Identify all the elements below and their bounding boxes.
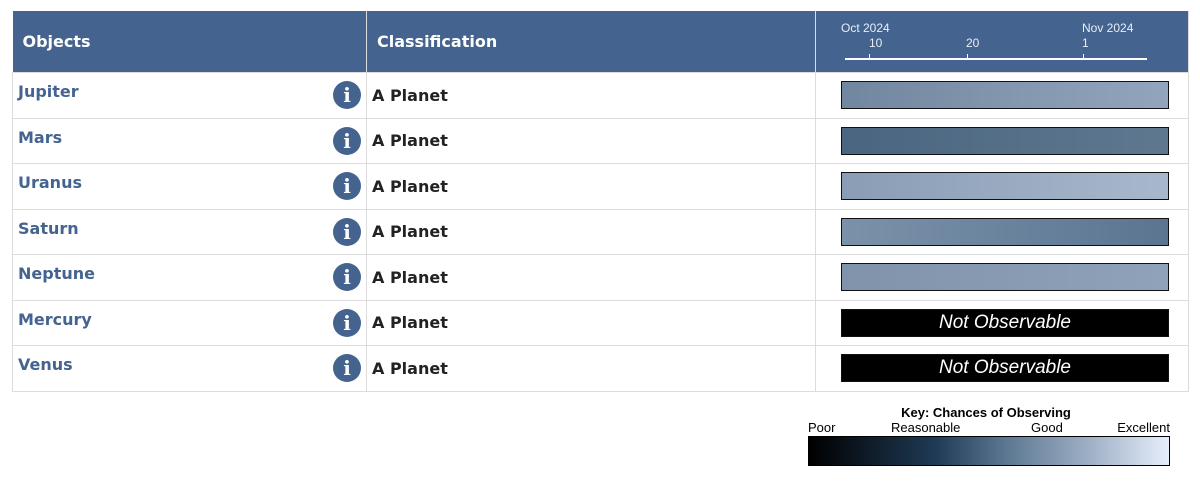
visibility-bar xyxy=(841,81,1169,110)
classification-cell: A Planet xyxy=(366,208,816,255)
info-icon[interactable]: i xyxy=(333,81,361,109)
info-icon[interactable]: i xyxy=(333,354,361,382)
info-icon[interactable]: i xyxy=(333,126,361,155)
key-gradient xyxy=(808,436,1170,466)
info-icon[interactable]: i xyxy=(333,263,361,291)
classification-cell: A Planet xyxy=(366,345,816,392)
header-timeline: Oct 2024 Nov 2024 10 20 1 xyxy=(815,11,1189,73)
timeline-cell xyxy=(815,208,1189,255)
object-link[interactable]: Saturn xyxy=(18,218,79,238)
info-icon[interactable]: i xyxy=(333,308,361,337)
object-link[interactable]: Mars xyxy=(18,127,63,147)
table-row: Jupiter i A Planet xyxy=(12,72,1189,119)
tick-label: 1 xyxy=(1082,36,1089,50)
timeline-cell xyxy=(815,72,1189,119)
timeline-cell xyxy=(815,254,1189,301)
tick xyxy=(967,54,968,59)
classification-cell: A Planet xyxy=(366,117,816,164)
month-label: Nov 2024 xyxy=(1082,21,1134,35)
table-row: Saturn i A Planet xyxy=(12,208,1189,255)
table-row: Neptune i A Planet xyxy=(12,254,1189,301)
object-link[interactable]: Venus xyxy=(18,355,73,374)
classification-cell: A Planet xyxy=(366,299,816,346)
table-row: Venus i A Planet Not Observable xyxy=(12,345,1189,392)
tick xyxy=(869,54,870,59)
info-icon[interactable]: i xyxy=(333,217,361,246)
not-observable-bar: Not Observable xyxy=(841,308,1169,337)
key-legend: Key: Chances of Observing Poor Reasonabl… xyxy=(808,405,1170,466)
header-classification: Classification xyxy=(366,11,816,73)
tick xyxy=(1083,54,1084,59)
object-link[interactable]: Neptune xyxy=(18,264,95,283)
table-row: Mars i A Planet xyxy=(12,117,1189,164)
visibility-bar xyxy=(841,263,1169,292)
key-label: Poor xyxy=(808,420,836,435)
key-label: Reasonable xyxy=(891,420,961,435)
visibility-bar xyxy=(841,217,1169,246)
table-row: Mercury i A Planet Not Observable xyxy=(12,299,1189,346)
table-row: Uranus i A Planet xyxy=(12,163,1189,210)
object-link[interactable]: Jupiter xyxy=(18,82,79,101)
timeline-cell: Not Observable xyxy=(815,299,1189,346)
month-label: Oct 2024 xyxy=(841,21,890,35)
objects-table: Objects Classification Oct 2024 Nov 2024… xyxy=(12,11,1189,392)
info-icon[interactable]: i xyxy=(333,172,361,200)
timeline-cell xyxy=(815,163,1189,210)
key-label: Good xyxy=(1031,420,1063,435)
key-label: Excellent xyxy=(1117,420,1170,435)
classification-cell: A Planet xyxy=(366,254,816,301)
object-link[interactable]: Uranus xyxy=(18,173,82,192)
timeline-cell xyxy=(815,117,1189,164)
timeline-axis xyxy=(845,58,1147,60)
object-link[interactable]: Mercury xyxy=(18,309,92,329)
visibility-bar xyxy=(841,126,1169,155)
classification-cell: A Planet xyxy=(366,163,816,210)
not-observable-bar: Not Observable xyxy=(841,354,1169,383)
tick-label: 10 xyxy=(869,36,883,50)
header-objects: Objects xyxy=(12,11,367,73)
tick-label: 20 xyxy=(966,36,980,50)
key-title: Key: Chances of Observing xyxy=(901,405,1071,420)
visibility-bar xyxy=(841,172,1169,201)
timeline-cell: Not Observable xyxy=(815,345,1189,392)
classification-cell: A Planet xyxy=(366,72,816,119)
